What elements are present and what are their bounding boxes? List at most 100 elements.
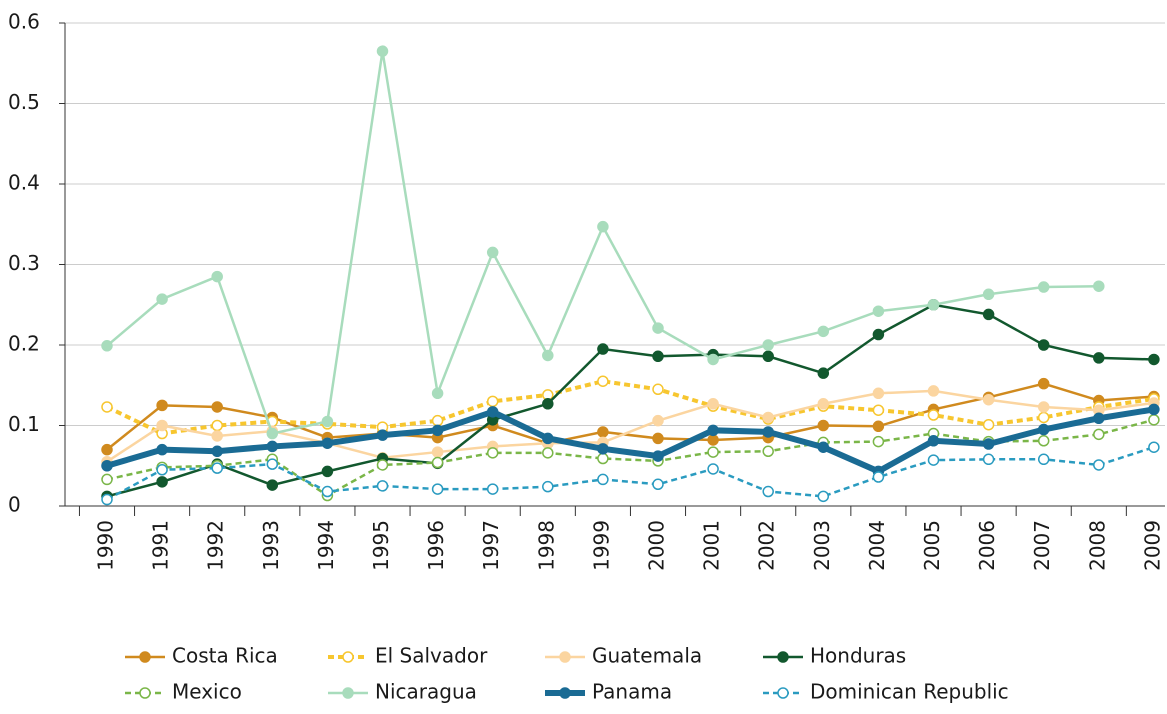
legend-marker	[777, 651, 789, 663]
data-point	[872, 404, 885, 416]
data-point	[431, 387, 444, 400]
data-point	[431, 414, 444, 427]
data-point	[1037, 401, 1050, 413]
x-tick-label: 1997	[479, 520, 503, 571]
data-point	[762, 339, 774, 351]
data-point	[101, 340, 113, 352]
legend-label: Panama	[592, 680, 672, 704]
data-point	[542, 349, 554, 362]
data-point	[707, 463, 719, 475]
data-point	[652, 383, 664, 396]
data-point	[211, 419, 223, 432]
series-line	[106, 418, 1155, 497]
data-point	[982, 418, 995, 431]
x-tick-label: 1996	[424, 520, 448, 571]
x-tick-label: 2005	[920, 520, 944, 571]
data-point	[652, 414, 664, 427]
data-point	[762, 411, 774, 424]
x-tick-label: 2004	[865, 520, 889, 571]
legend-marker	[342, 687, 354, 699]
x-tick-label: 2007	[1030, 520, 1054, 571]
data-point	[542, 447, 554, 459]
data-point	[927, 435, 940, 447]
data-point	[101, 473, 113, 486]
x-tick-label: 1995	[369, 520, 393, 571]
y-tick-label: 0.6	[8, 10, 40, 34]
series-line	[106, 303, 1154, 498]
series-line	[106, 446, 1155, 501]
y-tick-label: 0.4	[8, 171, 40, 195]
x-tick-label: 1990	[94, 520, 118, 571]
legend-marker	[559, 651, 571, 663]
data-point	[872, 387, 885, 400]
data-point	[321, 415, 334, 428]
data-point	[431, 483, 444, 495]
legend-marker	[559, 687, 571, 699]
data-point	[211, 401, 223, 413]
data-point	[817, 367, 830, 379]
legend-label: Nicaragua	[375, 680, 477, 704]
data-point	[1037, 411, 1050, 424]
data-point	[486, 483, 499, 495]
data-point	[707, 353, 719, 366]
data-point	[707, 446, 719, 458]
data-point	[101, 460, 113, 472]
data-point	[652, 478, 664, 491]
data-point	[652, 350, 664, 363]
data-point	[1037, 423, 1050, 436]
data-point	[762, 485, 774, 498]
data-point	[597, 426, 609, 438]
data-point	[872, 328, 885, 341]
data-point	[156, 293, 168, 305]
y-tick-label: 0.2	[8, 332, 40, 356]
data-point	[597, 443, 609, 455]
data-point	[1093, 412, 1105, 425]
data-point	[486, 406, 499, 418]
data-point	[1148, 441, 1160, 453]
data-point	[1037, 453, 1050, 466]
x-tick-label: 2006	[975, 520, 999, 571]
data-point	[927, 299, 940, 311]
series-line	[106, 389, 1155, 463]
data-point	[762, 445, 774, 458]
data-point	[211, 430, 223, 442]
data-point	[1037, 339, 1050, 351]
x-tick-label: 2003	[810, 520, 834, 571]
x-tick-label: 2001	[700, 520, 724, 571]
data-point	[1148, 414, 1160, 426]
data-point	[597, 452, 609, 465]
legend-label: Dominican Republic	[810, 680, 1009, 704]
data-point	[1037, 435, 1050, 447]
data-point	[707, 398, 719, 410]
data-point	[211, 462, 223, 474]
x-tick-label: 1994	[314, 520, 338, 571]
data-point	[1037, 377, 1050, 390]
data-point	[211, 270, 223, 283]
legend-marker	[342, 651, 354, 663]
y-tick-label: 0.1	[8, 412, 40, 436]
data-point	[376, 459, 389, 471]
data-point	[927, 385, 940, 397]
data-point	[486, 395, 499, 408]
data-point	[652, 322, 664, 334]
x-tick-label: 2002	[755, 520, 779, 571]
x-tick-label: 2008	[1085, 520, 1109, 571]
data-point	[321, 437, 334, 449]
data-point	[156, 443, 168, 456]
data-point	[431, 456, 444, 469]
data-point	[817, 325, 830, 338]
x-tick-label: 1992	[204, 520, 228, 571]
data-point	[982, 288, 995, 301]
legend-marker	[777, 687, 789, 699]
data-point	[1093, 280, 1105, 292]
data-point	[597, 343, 609, 355]
x-tick-label: 2000	[645, 520, 669, 571]
data-point	[872, 435, 885, 448]
data-point	[266, 479, 279, 491]
data-point	[817, 398, 830, 410]
legend-label: Honduras	[810, 644, 906, 668]
data-point	[321, 485, 334, 498]
data-point	[982, 453, 995, 466]
data-point	[321, 465, 334, 478]
x-tick-label: 1991	[149, 520, 173, 571]
